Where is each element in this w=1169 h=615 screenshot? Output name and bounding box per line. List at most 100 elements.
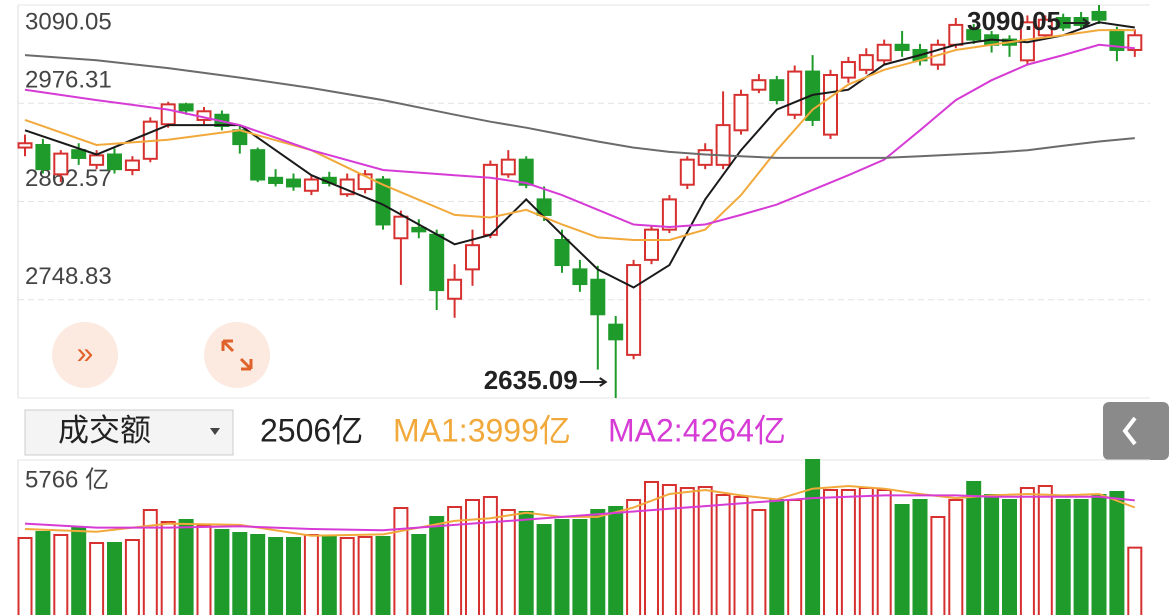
volume-bar — [536, 524, 552, 615]
candle-body — [482, 163, 498, 236]
candle-body — [71, 149, 87, 159]
candle-body — [966, 29, 982, 41]
candle-body — [715, 124, 731, 166]
volume-bar — [679, 487, 695, 615]
y-tick-label: 5766 亿 — [25, 466, 109, 493]
volume-bar — [948, 499, 964, 615]
candle-body — [268, 176, 284, 184]
candle-body — [303, 178, 319, 192]
volume-bar — [303, 534, 319, 615]
volume-bar — [160, 520, 176, 615]
candle-body — [787, 70, 803, 116]
candle-body — [17, 142, 33, 149]
volume-bar — [17, 537, 33, 615]
volume-bar — [214, 529, 230, 615]
moving-average — [24, 43, 1135, 229]
candle-body — [572, 268, 588, 286]
expand-icon — [221, 339, 253, 371]
moving-average — [24, 494, 1135, 532]
volume-bar — [858, 487, 874, 615]
candle-body — [250, 149, 266, 181]
moving-average — [24, 29, 1135, 241]
candle-body — [626, 264, 642, 356]
candle-body — [536, 198, 552, 216]
candle-body — [679, 158, 695, 186]
volume-bar — [590, 509, 606, 615]
selector-label: 成交额 — [58, 413, 151, 448]
current-volume: 2506亿 — [260, 412, 363, 448]
volume-bar — [178, 519, 194, 615]
volume-bar — [661, 484, 677, 615]
volume-bar — [482, 495, 498, 615]
collapse-icon: » — [77, 337, 94, 370]
candle-body — [178, 103, 194, 112]
candle-body — [465, 244, 480, 271]
volume-bar — [715, 494, 731, 615]
candle-body — [644, 228, 659, 261]
candle-body — [53, 152, 69, 176]
candle-body — [393, 215, 409, 240]
volume-bar — [465, 499, 480, 615]
candle-body — [697, 149, 713, 166]
selector[interactable] — [24, 409, 234, 456]
candle-body — [661, 198, 677, 231]
y-tick-label: 2976.31 — [25, 67, 112, 94]
annotation-label: 3090.05 — [967, 6, 1061, 36]
volume-bar — [697, 485, 713, 615]
volume-bar — [840, 489, 856, 615]
annotation-arrow — [579, 377, 608, 387]
candle-body — [447, 278, 463, 300]
ma2-label: MA2:4264亿 — [608, 412, 786, 448]
volume-bar — [1019, 487, 1035, 615]
volume-bar — [966, 480, 982, 615]
volume-bar — [411, 534, 427, 615]
volume-bar — [500, 509, 516, 615]
side-tab-icon — [1122, 416, 1137, 446]
ma1-label: MA1:3999亿 — [393, 412, 571, 448]
candle-body — [876, 43, 892, 62]
volume-bar — [35, 530, 51, 615]
candle-body — [411, 226, 427, 233]
candle-body — [733, 93, 749, 132]
collapse-button[interactable] — [52, 322, 118, 388]
volume-bar — [751, 509, 767, 615]
volume-bar — [626, 499, 642, 615]
volume-bar — [447, 505, 463, 615]
candle-body — [751, 79, 767, 91]
volume-bar — [1109, 490, 1125, 615]
candle-body — [894, 43, 910, 51]
candle-body — [1127, 34, 1143, 51]
volume-bar — [53, 534, 69, 615]
candle-body — [124, 159, 140, 172]
volume-bar — [196, 524, 212, 615]
expand-button[interactable] — [204, 322, 270, 388]
volume-bar — [1002, 499, 1017, 615]
volume-bar — [142, 509, 158, 615]
candle-body — [89, 154, 105, 166]
volume-bar — [554, 519, 570, 615]
volume-bar — [393, 507, 409, 615]
candle-body — [608, 323, 624, 341]
volume-bar — [518, 510, 534, 615]
volume-bar — [1055, 499, 1071, 615]
volume-bar — [286, 537, 301, 615]
volume-bar — [572, 519, 588, 615]
moving-average — [24, 21, 1135, 289]
volume-bar — [930, 515, 946, 615]
annotation-label: 2635.09 — [484, 365, 578, 395]
volume-bar — [644, 480, 659, 615]
volume-bar — [984, 494, 1000, 615]
volume-bar — [769, 499, 785, 615]
side-tab[interactable] — [1103, 402, 1169, 460]
candle-body — [518, 158, 534, 186]
candle-body — [160, 103, 176, 126]
candle-body — [1037, 18, 1053, 37]
candle-body — [554, 239, 570, 267]
candle-body — [858, 54, 874, 71]
volume-bar — [232, 532, 248, 615]
volume-bar — [429, 515, 445, 615]
volume-bar — [250, 534, 266, 615]
volume-bar — [876, 489, 892, 615]
